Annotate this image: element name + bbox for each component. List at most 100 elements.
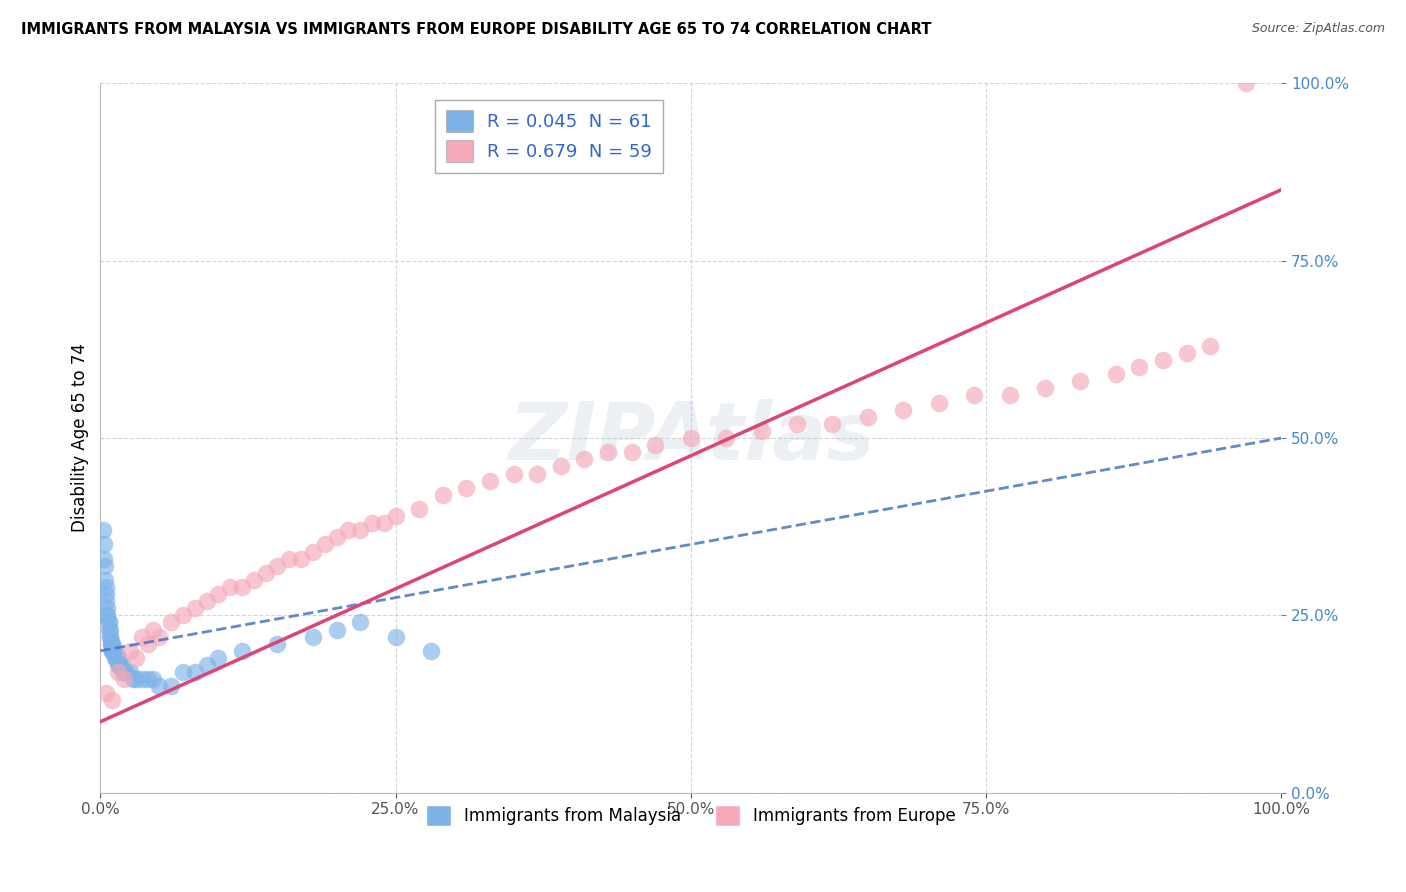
Point [891,402,914,417]
Point [91,523,114,537]
Text: IMMIGRANTS FROM MALAYSIA VS IMMIGRANTS FROM EUROPE DISABILITY AGE 65 TO 74 CORRE: IMMIGRANTS FROM MALAYSIA VS IMMIGRANTS F… [21,22,931,37]
Point [131,630,153,644]
Point [432,488,454,502]
Point [574,452,596,467]
Point [231,580,253,594]
Point [502,467,524,481]
Point [1234,77,1257,91]
Point [408,502,430,516]
Point [963,388,986,402]
Point [620,445,643,459]
Point [118,644,141,658]
Point [103,651,125,665]
Point [160,679,183,693]
Point [101,644,124,658]
Point [314,537,336,551]
Point [479,474,502,488]
Point [96,594,118,608]
Text: ZIPAtlas: ZIPAtlas [508,399,875,477]
Point [136,672,159,686]
Point [302,630,325,644]
Point [96,601,118,615]
Point [93,551,115,566]
Point [550,459,572,474]
Point [325,623,347,637]
Point [928,395,950,409]
Point [104,651,127,665]
Point [142,672,165,686]
Point [384,509,406,524]
Text: Source: ZipAtlas.com: Source: ZipAtlas.com [1251,22,1385,36]
Point [108,658,131,673]
Point [526,467,548,481]
Point [596,445,619,459]
Point [266,558,288,573]
Point [207,651,229,665]
Point [125,672,148,686]
Point [131,672,153,686]
Point [96,608,118,623]
Point [786,417,808,431]
Point [96,608,118,623]
Point [104,651,127,665]
Y-axis label: Disability Age 65 to 74: Disability Age 65 to 74 [72,343,89,533]
Point [184,665,207,679]
Point [101,637,124,651]
Point [125,651,148,665]
Point [349,523,371,537]
Point [111,665,134,679]
Point [142,623,165,637]
Point [101,693,124,707]
Point [266,637,288,651]
Point [302,544,325,558]
Point [172,665,194,679]
Point [118,665,141,679]
Point [94,558,117,573]
Point [337,523,360,537]
Point [349,615,371,630]
Point [107,651,129,665]
Point [231,644,253,658]
Point [679,431,702,445]
Point [1105,368,1128,382]
Point [98,630,121,644]
Point [107,651,129,665]
Point [1199,339,1222,353]
Legend: Immigrants from Malaysia, Immigrants from Europe: Immigrants from Malaysia, Immigrants fro… [418,797,965,834]
Point [384,630,406,644]
Point [101,637,124,651]
Point [100,637,122,651]
Point [112,672,135,686]
Point [105,651,128,665]
Point [96,686,118,700]
Point [96,587,118,601]
Point [1033,381,1056,395]
Point [148,679,170,693]
Point [207,587,229,601]
Point [325,530,347,544]
Point [97,623,120,637]
Point [184,601,207,615]
Point [361,516,384,530]
Point [101,644,124,658]
Point [93,537,115,551]
Point [856,409,879,424]
Point [103,644,125,658]
Point [148,630,170,644]
Point [97,615,120,630]
Point [219,580,242,594]
Point [1128,360,1150,375]
Point [243,573,266,587]
Point [1152,353,1174,368]
Point [107,665,129,679]
Point [115,665,138,679]
Point [998,388,1021,402]
Point [290,551,312,566]
Point [278,551,301,566]
Point [97,615,120,630]
Point [172,608,194,623]
Point [103,644,125,658]
Point [96,580,118,594]
Point [644,438,666,452]
Point [1175,346,1198,360]
